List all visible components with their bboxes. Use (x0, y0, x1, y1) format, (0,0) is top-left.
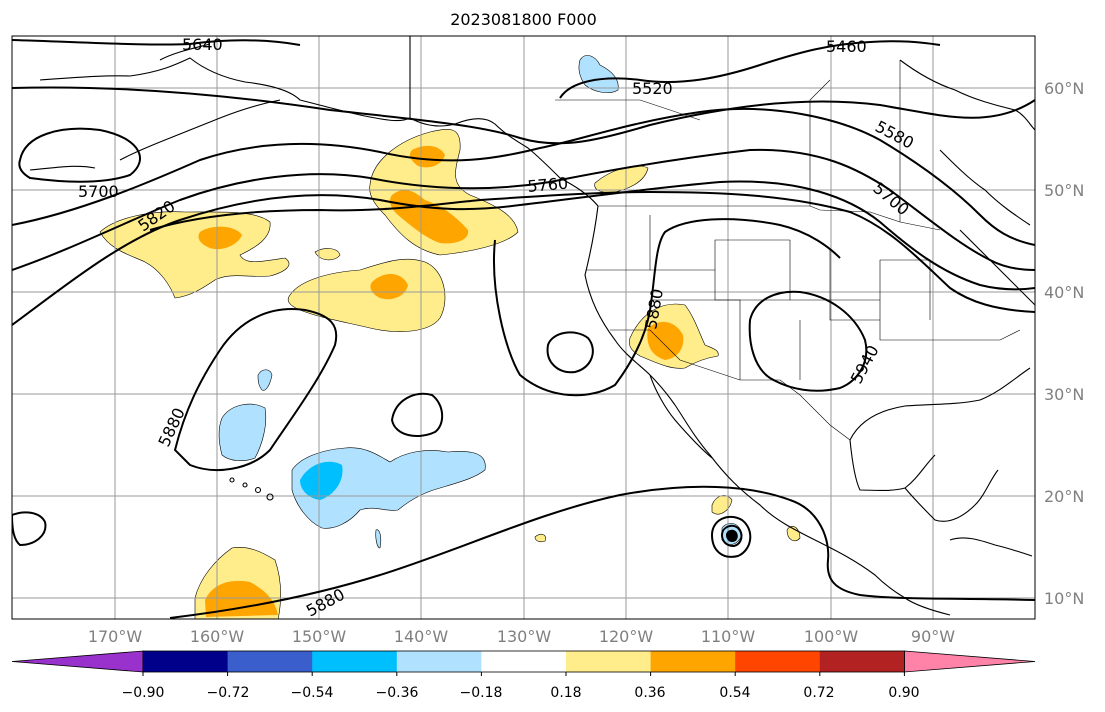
positive-anomaly-area (647, 321, 684, 360)
lat-label: 10°N (1044, 589, 1084, 608)
contour-label: 5640 (182, 35, 223, 54)
positive-anomaly-area (786, 526, 801, 542)
lon-label: 100°W (804, 627, 859, 646)
lat-label: 40°N (1044, 283, 1084, 302)
lon-label: 160°W (190, 627, 245, 646)
positive-anomaly-area (370, 274, 408, 300)
positive-anomaly-area (711, 495, 733, 515)
positive-anomaly-area (534, 533, 546, 543)
lon-label: 150°W (292, 627, 347, 646)
lon-label: 120°W (599, 627, 654, 646)
height-contours (12, 39, 1035, 619)
graticule (12, 36, 1035, 619)
colorbar-ticks (142, 672, 905, 676)
colorbar-cell (566, 651, 652, 672)
colorbar-outline (142, 650, 905, 673)
lat-label: 20°N (1044, 487, 1084, 506)
positive-anomaly-area (314, 248, 341, 261)
longitude-labels: 170°W 160°W 150°W 140°W 130°W 120°W 110°… (88, 627, 955, 646)
colorbar-cell (143, 651, 229, 672)
colorbar-cells (11, 650, 1036, 673)
colorbar-cell (481, 651, 567, 672)
colorbar-tick-label: 0.18 (550, 685, 581, 701)
lat-label: 30°N (1044, 385, 1084, 404)
colorbar-cell (227, 651, 313, 672)
colorbar-tick-label: −0.54 (291, 685, 334, 701)
colorbar-tick-label: 0.36 (634, 685, 665, 701)
shaded-anomaly-layer (99, 55, 801, 619)
map-frame (11, 35, 1036, 620)
colorbar-tick-label: 0.72 (803, 685, 834, 701)
colorbar-cell (819, 651, 905, 672)
colorbar-tick-label: 0.90 (888, 685, 919, 701)
contour-label: 5760 (527, 174, 569, 196)
map-title: 2023081800 F000 (450, 10, 597, 29)
lon-label: 110°W (701, 627, 756, 646)
contour-label: 5700 (78, 182, 119, 201)
colorbar-extend-min (11, 650, 144, 673)
lon-label: 170°W (88, 627, 143, 646)
positive-anomaly-area (205, 580, 278, 617)
positive-anomaly-area (410, 145, 445, 168)
contour-label: 5520 (632, 79, 673, 98)
colorbar-tick-label: −0.36 (376, 685, 419, 701)
colorbar-tick-label: 0.54 (719, 685, 750, 701)
colorbar-cell (312, 651, 398, 672)
lon-label: 140°W (394, 627, 449, 646)
colorbar-cell (650, 651, 736, 672)
colorbar-cell (735, 651, 821, 672)
colorbar-tick-label: −0.72 (207, 685, 250, 701)
negative-anomaly-area (257, 369, 273, 391)
lon-label: 90°W (911, 627, 955, 646)
colorbar-cell (396, 651, 482, 672)
negative-anomaly-area (300, 461, 343, 500)
negative-anomaly-area (578, 55, 619, 94)
colorbar-extend-max (904, 650, 1036, 673)
colorbar-tick-label: −0.90 (122, 685, 165, 701)
lat-label: 60°N (1044, 79, 1084, 98)
lat-label: 50°N (1044, 181, 1084, 200)
latitude-labels: 60°N 50°N 40°N 30°N 20°N 10°N (1044, 79, 1084, 608)
colorbar-tick-label: −0.18 (460, 685, 503, 701)
negative-anomaly-area (375, 529, 382, 549)
negative-anomaly-area (218, 403, 267, 461)
positive-anomaly-area (198, 226, 242, 250)
positive-anomaly-area (369, 129, 519, 256)
political-borders (555, 60, 1021, 441)
contour-label: 5460 (826, 37, 867, 56)
colorbar: −0.90 −0.72 −0.54 −0.36 −0.18 0.18 0.36 … (11, 650, 1036, 701)
positive-anomaly-area (390, 190, 469, 244)
lon-label: 130°W (497, 627, 552, 646)
